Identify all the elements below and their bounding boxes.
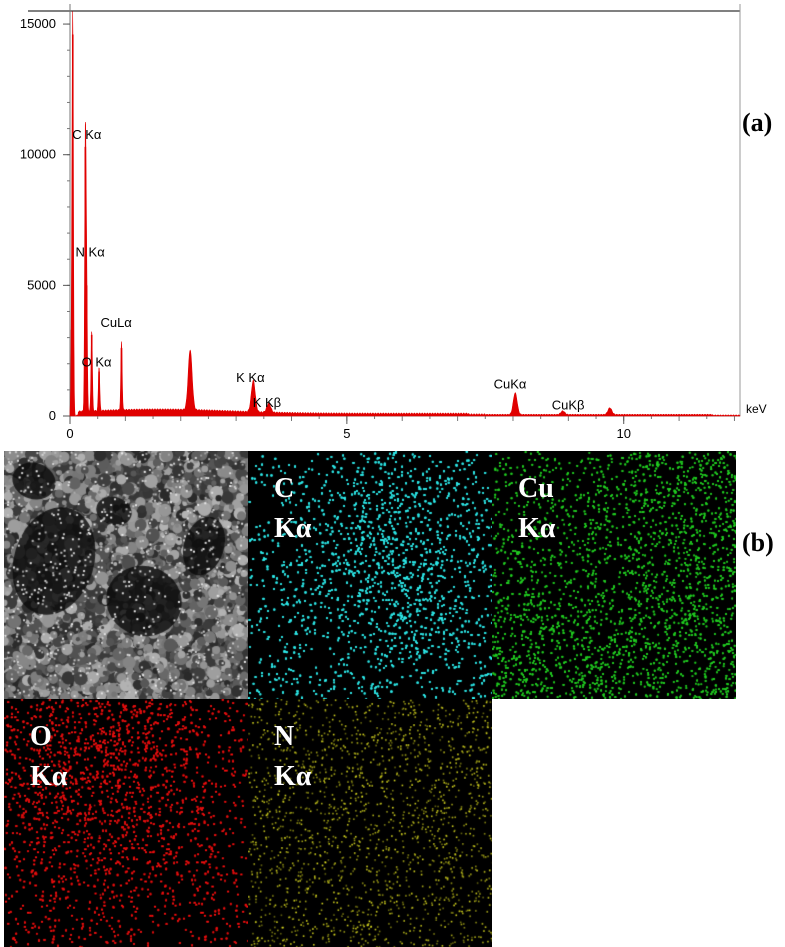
c-ka-map-label: C Kα	[274, 469, 311, 549]
o-ka-map-canvas	[4, 699, 248, 947]
cu-map-line: Kα	[518, 513, 556, 544]
eds-spectrum-chart: 0 5000 10000 15000 0 5 10 keV C Kα N Kα CuLα O Kα K …	[20, 4, 767, 440]
peak-annotation: CuLα	[100, 315, 132, 330]
x-tick-label: 5	[343, 426, 350, 440]
sem-image	[4, 451, 248, 699]
cu-ka-map-label: Cu Kα	[518, 469, 555, 549]
x-tick-label: 0	[66, 426, 73, 440]
o-map-line: Kα	[30, 761, 68, 792]
cu-map-element: Cu	[518, 473, 554, 504]
n-ka-map-label: N Kα	[274, 717, 311, 797]
y-tick-label: 5000	[27, 277, 56, 292]
c-ka-map: C Kα	[248, 451, 492, 699]
peak-annotation: N Kα	[76, 245, 106, 260]
spectrum-series	[69, 11, 741, 417]
c-map-element: C	[274, 473, 295, 504]
peak-annotation: K Kβ	[253, 395, 281, 410]
peak-annotation: O Kα	[82, 354, 112, 369]
n-map-line: Kα	[274, 761, 312, 792]
y-tick-label: 10000	[20, 147, 56, 162]
peak-annotation: K Kα	[236, 370, 265, 385]
o-ka-map-label: O Kα	[30, 717, 67, 797]
x-axis-unit-label: keV	[746, 402, 767, 416]
n-ka-map-canvas	[248, 699, 492, 947]
o-ka-map: O Kα	[4, 699, 248, 947]
x-tick-label: 10	[616, 426, 630, 440]
sem-image-canvas	[4, 451, 248, 699]
panel-label-a: (a)	[742, 108, 773, 137]
peak-annotation: CuKα	[494, 377, 527, 392]
panel-label-b: (b)	[742, 528, 774, 557]
c-map-line: Kα	[274, 513, 312, 544]
c-ka-map-canvas	[248, 451, 492, 699]
y-tick-label: 0	[49, 408, 56, 423]
n-map-element: N	[274, 721, 295, 752]
n-ka-map: N Kα	[248, 699, 492, 947]
o-map-element: O	[30, 721, 52, 752]
cu-ka-map: Cu Kα	[492, 451, 736, 699]
cu-ka-map-canvas	[492, 451, 736, 699]
y-tick-label: 15000	[20, 16, 56, 31]
peak-annotation: CuKβ	[552, 397, 585, 412]
peak-annotation: C Kα	[72, 127, 102, 142]
